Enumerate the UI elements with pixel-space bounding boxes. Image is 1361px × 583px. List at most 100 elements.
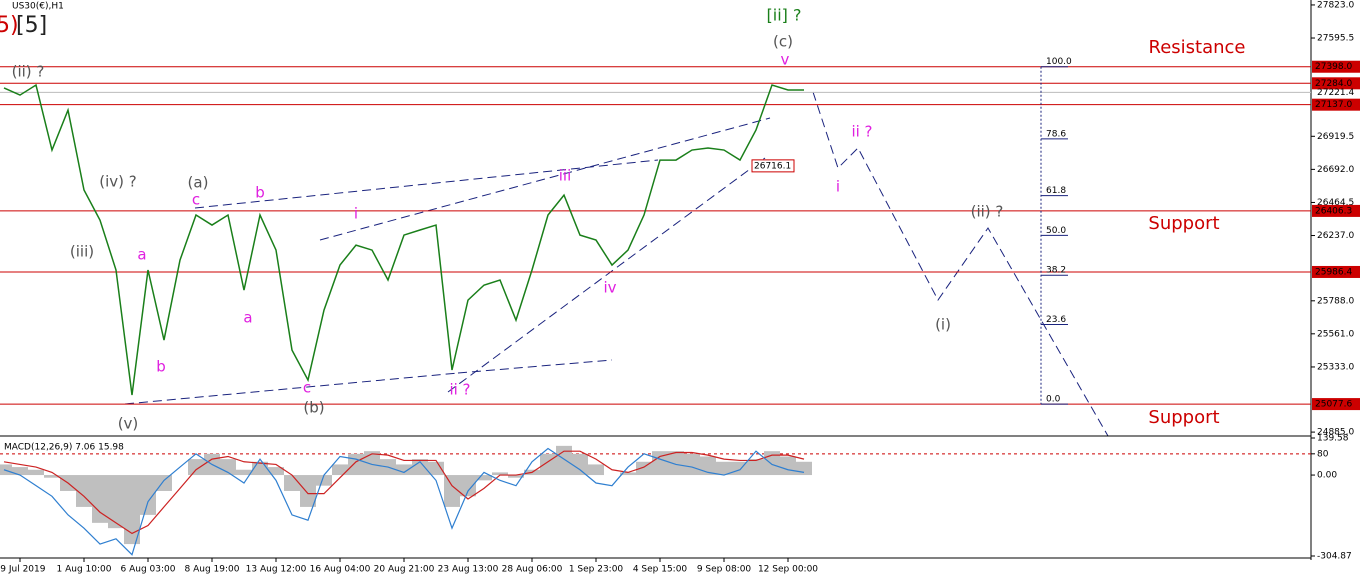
wave-label: (c) (773, 33, 793, 51)
macd-bar (444, 475, 460, 507)
y-tick-label: 80 (1317, 449, 1329, 459)
level-box (1312, 398, 1360, 411)
wave-label: (iii) (70, 243, 94, 261)
wave-label: (v) (118, 415, 139, 433)
macd-bar (540, 453, 556, 476)
marker-label: 26716.1 (754, 161, 791, 171)
y-tick-label: 27823.0 (1317, 0, 1354, 10)
wave-label: a (243, 309, 252, 327)
macd-bar (668, 451, 684, 476)
macd-bar (748, 459, 764, 476)
macd-bar (572, 453, 588, 476)
macd-bar (156, 475, 172, 491)
level-box (1312, 265, 1360, 278)
wave-label: b (156, 358, 166, 376)
macd-bar (428, 461, 444, 476)
y-tick-label: 25788.0 (1317, 296, 1354, 306)
macd-bar (412, 459, 428, 476)
level-box (1312, 60, 1360, 73)
wave-label: i (836, 178, 840, 196)
fib-label: 0.0 (1046, 395, 1061, 405)
current-price-label: 27221.4 (1317, 88, 1354, 98)
macd-bar (796, 461, 812, 476)
wave-label: [ii] ? (767, 6, 802, 25)
macd-bar (508, 475, 524, 478)
level-box (1312, 77, 1360, 90)
x-tick-label: 6 Aug 03:00 (121, 565, 176, 575)
wave-label: a (137, 246, 146, 264)
y-tick-label: -304.87 (1317, 552, 1352, 562)
x-tick-label: 20 Aug 21:00 (374, 565, 435, 575)
marker-box (751, 159, 795, 173)
macd-line (3, 450, 805, 535)
wave-label: c (192, 191, 200, 209)
x-tick-label: 4 Sep 15:00 (633, 565, 688, 575)
macd-bar (556, 445, 572, 476)
macd-bar (300, 475, 316, 507)
chart-title: US30(€),H1 (12, 2, 64, 12)
wave-label: b (255, 184, 265, 202)
wave-label: Resistance (1149, 37, 1246, 58)
macd-bar (348, 453, 364, 476)
wave-label: ii ? (449, 381, 470, 399)
wave-label: v (781, 51, 790, 69)
macd-bar (588, 464, 604, 476)
fib-label: 23.6 (1046, 315, 1066, 325)
macd-bar (684, 453, 700, 476)
level-label: 27284.0 (1315, 79, 1352, 89)
y-tick-label: 0.00 (1317, 471, 1337, 481)
macd-bar (268, 467, 284, 476)
macd-bar (700, 456, 716, 476)
macd-bar (28, 469, 44, 476)
macd-bar (124, 475, 140, 545)
wave-label: Support (1148, 407, 1219, 428)
macd-bar (476, 475, 492, 481)
macd-bar (460, 475, 476, 497)
macd-bar (0, 464, 12, 476)
wave-label: (ii) ? (12, 63, 45, 81)
wave-label: Support (1148, 213, 1219, 234)
macd-bar (364, 451, 380, 476)
level-label: 26406.3 (1315, 206, 1352, 216)
price-line (3, 83, 804, 396)
x-tick-label: 29 Jul 2019 (0, 565, 46, 575)
x-tick-label: 12 Sep 00:00 (758, 565, 818, 575)
wave-label: 5) (0, 13, 19, 38)
macd-bar (716, 461, 732, 476)
macd-bar (284, 475, 300, 491)
y-tick-label: 26464.5 (1317, 198, 1354, 208)
wave-label: ii ? (851, 123, 872, 141)
macd-bar (236, 469, 252, 476)
macd-bar (652, 451, 668, 476)
x-tick-label: 23 Aug 13:00 (438, 565, 499, 575)
level-box (1312, 204, 1360, 217)
macd-bar (780, 456, 796, 476)
wave-label: iv (603, 279, 616, 297)
macd-bar (92, 475, 108, 523)
macd-bar (492, 472, 508, 476)
y-tick-label: 26919.5 (1317, 132, 1354, 142)
wave-label: (a) (188, 174, 209, 192)
x-tick-label: 13 Aug 12:00 (246, 565, 307, 575)
fib-label: 38.2 (1046, 266, 1066, 276)
macd-bar (396, 464, 412, 476)
macd-title: MACD(12,26,9) 7.06 15.98 (4, 443, 124, 453)
level-box (1312, 98, 1360, 111)
y-tick-label: 25561.0 (1317, 329, 1354, 339)
y-tick-label: 139.58 (1317, 434, 1349, 444)
wave-label: i (354, 205, 358, 223)
wave-label: (iv) ? (99, 173, 136, 191)
wave-label: (ii) ? (971, 203, 1004, 221)
macd-bar (188, 459, 204, 476)
level-label: 27137.0 (1315, 100, 1352, 110)
macd-bar (108, 475, 124, 529)
wave-label: (b) (303, 399, 324, 417)
x-tick-label: 8 Aug 19:00 (185, 565, 240, 575)
x-tick-label: 1 Aug 10:00 (57, 565, 112, 575)
y-tick-label: 26237.0 (1317, 231, 1354, 241)
fib-label: 50.0 (1046, 226, 1066, 236)
macd-bar (316, 475, 332, 486)
macd-bar (12, 467, 28, 476)
